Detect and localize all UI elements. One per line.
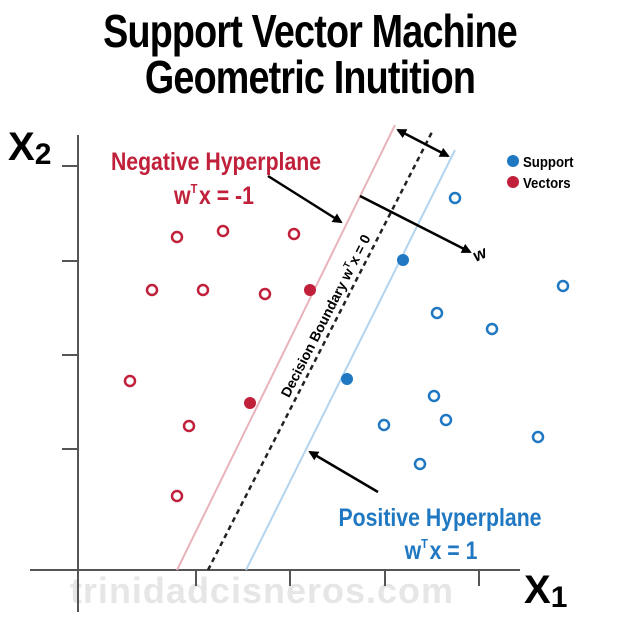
positive-point (531, 430, 545, 444)
positive-point (377, 418, 391, 432)
positive-support-vector (397, 254, 409, 266)
legend-label-support: Support (523, 153, 574, 170)
negative-point (170, 230, 184, 244)
title-line-2: Geometric Inutition (144, 51, 476, 103)
positive-support-vector (341, 373, 353, 385)
w-vector-arrow (359, 194, 472, 254)
positive-point (448, 191, 462, 205)
negative-point (196, 283, 210, 297)
decision-boundary-label: Decision Boundary wTx = 0 (277, 231, 374, 400)
positive-point (556, 279, 570, 293)
positive-point (439, 413, 453, 427)
positive-point (413, 457, 427, 471)
positive-hyperplane-line (245, 149, 456, 571)
positive-hyperplane-equation: wTx = 1 (404, 536, 478, 564)
positive-class-points (377, 191, 570, 471)
title-line-1: Support Vector Machine (103, 5, 518, 57)
negative-hyperplane-label: Negative Hyperplane (111, 147, 321, 175)
negative-hyperplane-equation: wTx = -1 (173, 181, 254, 209)
x-axis-label: X1 (524, 568, 567, 614)
negative-support-vector (304, 284, 316, 296)
negative-point (123, 374, 137, 388)
negative-support-vectors (244, 284, 316, 409)
positive-support-vectors (341, 254, 409, 385)
legend-blue-dot (507, 155, 519, 167)
negative-point (258, 287, 272, 301)
positive-hyperplane-arrow (308, 450, 379, 494)
positive-point (430, 306, 444, 320)
negative-point (182, 419, 196, 433)
y-ticks (62, 165, 78, 450)
negative-point (287, 227, 301, 241)
negative-support-vector (244, 397, 256, 409)
negative-hyperplane-line (176, 124, 396, 571)
y-axis-label: X2 (8, 125, 51, 171)
decision-boundary-line (206, 131, 434, 571)
margin-arrow (396, 128, 450, 158)
negative-point (216, 224, 230, 238)
positive-hyperplane-label: Positive Hyperplane (338, 503, 541, 531)
x-ticks (195, 570, 480, 586)
negative-hyperplane-arrow (267, 174, 343, 224)
negative-class-points (123, 224, 301, 503)
positive-point (485, 322, 499, 336)
legend-label-vectors: Vectors (523, 174, 571, 191)
w-label: w (470, 242, 492, 266)
negative-point (145, 283, 159, 297)
watermark: trinidadcisneros.com (70, 570, 454, 611)
legend-red-dot (507, 176, 519, 188)
positive-point (427, 389, 441, 403)
negative-point (170, 489, 184, 503)
